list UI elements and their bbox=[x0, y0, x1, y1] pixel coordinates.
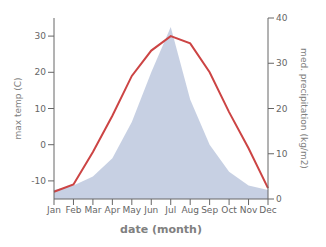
svg-text:20: 20 bbox=[276, 104, 288, 114]
svg-text:Aug: Aug bbox=[181, 205, 199, 215]
svg-text:30: 30 bbox=[35, 31, 47, 41]
svg-text:Sep: Sep bbox=[201, 205, 218, 215]
svg-text:0: 0 bbox=[276, 194, 282, 204]
svg-text:30: 30 bbox=[276, 58, 288, 68]
svg-text:10: 10 bbox=[276, 149, 288, 159]
svg-text:40: 40 bbox=[276, 13, 288, 23]
svg-text:Apr: Apr bbox=[105, 205, 121, 215]
svg-text:10: 10 bbox=[35, 104, 47, 114]
svg-text:Jan: Jan bbox=[46, 205, 61, 215]
svg-text:0: 0 bbox=[40, 140, 46, 150]
svg-text:May: May bbox=[123, 205, 142, 215]
svg-text:Dec: Dec bbox=[259, 205, 276, 215]
svg-text:date (month): date (month) bbox=[120, 223, 202, 236]
svg-text:med. precipitation (kg/m2): med. precipitation (kg/m2) bbox=[299, 48, 309, 169]
svg-text:20: 20 bbox=[35, 67, 47, 77]
svg-text:Oct: Oct bbox=[221, 205, 237, 215]
svg-text:Mar: Mar bbox=[84, 205, 101, 215]
svg-text:Nov: Nov bbox=[240, 205, 258, 215]
svg-text:Feb: Feb bbox=[65, 205, 81, 215]
svg-text:-10: -10 bbox=[31, 176, 46, 186]
svg-text:Jul: Jul bbox=[164, 205, 176, 215]
svg-text:Jun: Jun bbox=[143, 205, 158, 215]
svg-text:max temp (C): max temp (C) bbox=[13, 77, 23, 139]
